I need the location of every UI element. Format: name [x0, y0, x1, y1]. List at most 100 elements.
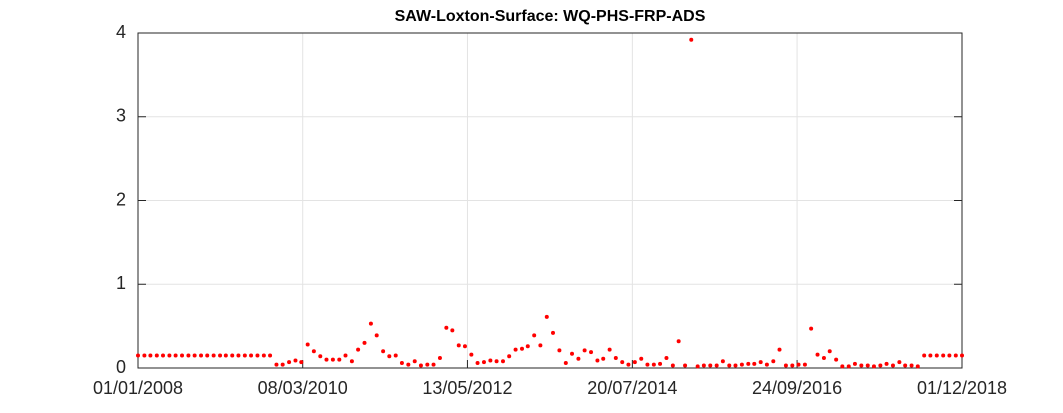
- point: [412, 359, 417, 364]
- point: [293, 358, 298, 363]
- point: [261, 353, 266, 358]
- point: [695, 364, 700, 369]
- point: [821, 355, 826, 360]
- point: [356, 347, 361, 352]
- point: [890, 363, 895, 368]
- point: [834, 357, 839, 362]
- point: [550, 330, 555, 335]
- point: [488, 358, 493, 363]
- point: [941, 353, 946, 358]
- point: [934, 353, 939, 358]
- point: [311, 349, 316, 354]
- point: [802, 362, 807, 367]
- point: [142, 353, 147, 358]
- point: [708, 363, 713, 368]
- point: [280, 362, 285, 367]
- point: [173, 353, 178, 358]
- y-tick-label: 0: [116, 357, 126, 377]
- point: [947, 353, 952, 358]
- point: [714, 363, 719, 368]
- point: [462, 344, 467, 349]
- point: [563, 360, 568, 365]
- point: [324, 357, 329, 362]
- point: [796, 362, 801, 367]
- point: [903, 363, 908, 368]
- point: [739, 362, 744, 367]
- point: [199, 353, 204, 358]
- point: [525, 344, 530, 349]
- point: [230, 353, 235, 358]
- point: [538, 343, 543, 348]
- point: [746, 361, 751, 366]
- point: [180, 353, 185, 358]
- point: [928, 353, 933, 358]
- point: [809, 326, 814, 331]
- point: [777, 347, 782, 352]
- x-tick-label: 08/03/2010: [258, 378, 348, 398]
- point: [733, 363, 738, 368]
- point: [613, 355, 618, 360]
- point: [960, 353, 964, 358]
- y-tick-label: 3: [116, 106, 126, 126]
- point: [676, 339, 681, 344]
- point: [651, 362, 656, 367]
- point: [865, 363, 870, 368]
- point: [852, 361, 857, 366]
- point: [299, 360, 304, 365]
- point: [255, 353, 260, 358]
- point: [186, 353, 191, 358]
- point: [764, 362, 769, 367]
- point: [393, 353, 398, 358]
- point: [387, 354, 392, 359]
- point: [532, 333, 537, 338]
- point: [626, 362, 631, 367]
- point: [815, 352, 820, 357]
- point: [494, 359, 499, 364]
- y-tick-label: 1: [116, 273, 126, 293]
- point: [620, 360, 625, 365]
- point: [287, 360, 292, 365]
- point: [589, 350, 594, 355]
- point: [154, 353, 159, 358]
- point: [701, 363, 706, 368]
- point: [362, 340, 367, 345]
- point: [381, 349, 386, 354]
- point: [771, 359, 776, 364]
- point: [374, 333, 379, 338]
- point: [557, 348, 562, 353]
- point: [450, 328, 455, 333]
- point: [664, 355, 669, 360]
- point: [513, 347, 518, 352]
- point: [720, 359, 725, 364]
- point: [456, 343, 461, 348]
- point: [783, 363, 788, 368]
- point: [406, 362, 411, 367]
- point: [639, 356, 644, 361]
- point: [840, 364, 845, 369]
- point: [136, 353, 140, 358]
- point: [871, 364, 876, 369]
- point: [683, 363, 688, 368]
- point: [570, 351, 575, 356]
- point: [507, 354, 512, 359]
- x-tick-label: 24/09/2016: [752, 378, 842, 398]
- point: [601, 356, 606, 361]
- point: [249, 353, 254, 358]
- point: [953, 353, 958, 358]
- point: [242, 353, 247, 358]
- point: [758, 360, 763, 365]
- point: [884, 361, 889, 366]
- point: [274, 362, 279, 367]
- point: [915, 364, 920, 369]
- point: [909, 363, 914, 368]
- point: [161, 353, 166, 358]
- point: [444, 325, 449, 330]
- plot-frame: [137, 32, 963, 369]
- point: [205, 353, 210, 358]
- point: [544, 314, 549, 319]
- y-tick-label: 2: [116, 189, 126, 209]
- point: [167, 353, 172, 358]
- point: [607, 347, 612, 352]
